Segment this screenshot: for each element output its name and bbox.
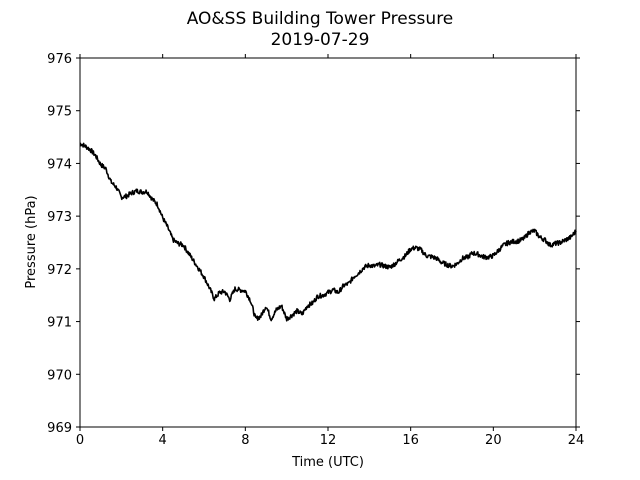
x-tick-label: 20 [485,433,502,448]
axis-ticks: 0 4 8 12 16 20 24 969 970 971 972 973 974 975 976 [47,52,584,448]
y-tick-label: 974 [47,157,72,172]
chart-subtitle: 2019-07-29 [271,30,370,50]
x-tick-label: 4 [159,433,167,448]
y-tick-label: 972 [47,263,72,278]
plot-frame [79,57,577,428]
y-tick-label: 973 [47,210,72,225]
x-tick-label: 24 [568,433,585,448]
x-tick-label: 8 [241,433,249,448]
chart-title: AO&SS Building Tower Pressure [187,9,454,29]
y-tick-label: 976 [47,52,72,67]
y-tick-label: 971 [47,316,72,331]
y-axis-label: Pressure (hPa) [24,195,39,288]
x-tick-label: 0 [76,433,84,448]
series-layer [79,142,577,322]
x-tick-label: 16 [402,433,419,448]
pressure-series-line [79,142,577,322]
y-tick-label: 970 [47,368,72,383]
x-axis-label: Time (UTC) [291,455,364,470]
y-tick-label: 969 [47,421,72,436]
y-tick-label: 975 [47,105,72,120]
x-tick-label: 12 [320,433,337,448]
